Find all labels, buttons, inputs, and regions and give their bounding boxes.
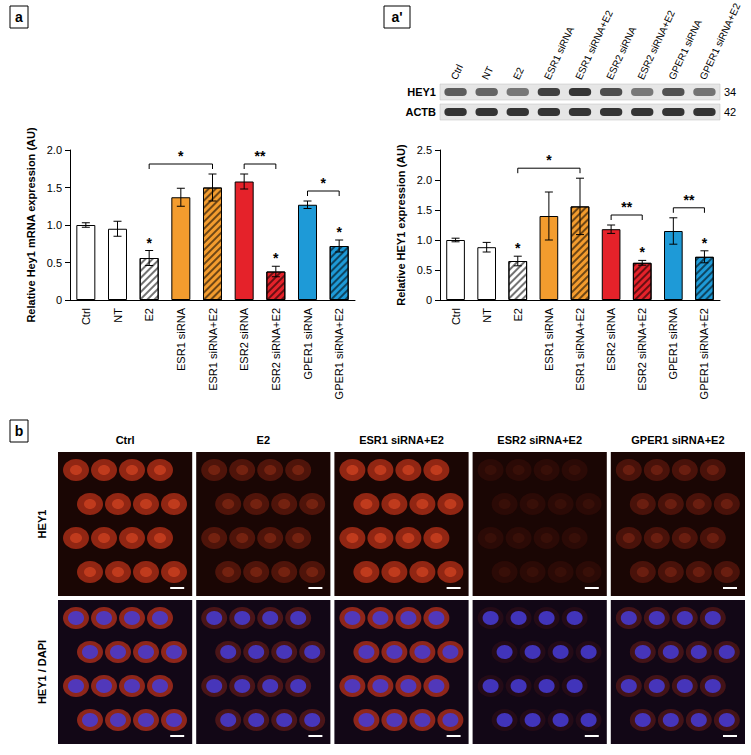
svg-text:0.5: 0.5 xyxy=(47,257,62,269)
svg-text:Ctrl: Ctrl xyxy=(116,434,135,446)
svg-text:GPER1 siRNA: GPER1 siRNA xyxy=(666,18,704,82)
svg-text:E2: E2 xyxy=(257,434,270,446)
svg-text:ESR1 siRNA: ESR1 siRNA xyxy=(542,25,576,82)
svg-text:1.5: 1.5 xyxy=(417,204,432,216)
svg-text:ESR1 siRNA+E2: ESR1 siRNA+E2 xyxy=(207,308,219,391)
svg-text:ESR1 siRNA: ESR1 siRNA xyxy=(175,307,187,371)
svg-text:1.0: 1.0 xyxy=(47,219,62,231)
svg-text:NT: NT xyxy=(481,308,493,323)
svg-text:E2: E2 xyxy=(512,308,524,321)
svg-text:ESR2 siRNA+E2: ESR2 siRNA+E2 xyxy=(270,308,282,391)
svg-text:*: * xyxy=(273,250,279,266)
svg-text:ESR2 siRNA: ESR2 siRNA xyxy=(238,307,250,371)
svg-text:ESR1 siRNA+E2: ESR1 siRNA+E2 xyxy=(574,308,586,391)
svg-text:2.0: 2.0 xyxy=(417,174,432,186)
svg-text:GPER1 siRNA+E2: GPER1 siRNA+E2 xyxy=(333,308,345,399)
svg-text:*: * xyxy=(321,175,327,191)
svg-text:34: 34 xyxy=(724,86,736,98)
svg-text:ESR2 siRNA+E2: ESR2 siRNA+E2 xyxy=(635,8,677,82)
svg-text:NT: NT xyxy=(480,65,496,82)
svg-text:**: ** xyxy=(621,199,632,215)
svg-text:a: a xyxy=(15,9,23,25)
svg-text:GPER1 siRNA: GPER1 siRNA xyxy=(667,307,679,379)
svg-text:ESR1 siRNA+E2: ESR1 siRNA+E2 xyxy=(359,434,444,446)
svg-text:Ctrl: Ctrl xyxy=(450,308,462,325)
svg-text:1.0: 1.0 xyxy=(417,234,432,246)
svg-text:*: * xyxy=(639,244,645,260)
svg-text:*: * xyxy=(702,235,708,251)
svg-text:ESR2 siRNA+E2: ESR2 siRNA+E2 xyxy=(636,308,648,391)
svg-text:0: 0 xyxy=(56,294,62,306)
svg-text:Relative Hey1 mRNA expression: Relative Hey1 mRNA expression (AU) xyxy=(25,127,37,323)
svg-text:ESR2 siRNA: ESR2 siRNA xyxy=(605,307,617,371)
svg-text:*: * xyxy=(178,148,184,164)
svg-text:GPER1 siRNA+E2: GPER1 siRNA+E2 xyxy=(697,1,742,81)
svg-text:0: 0 xyxy=(426,294,432,306)
svg-text:GPER1 siRNA+E2: GPER1 siRNA+E2 xyxy=(631,434,724,446)
svg-text:1.5: 1.5 xyxy=(47,182,62,194)
svg-text:*: * xyxy=(146,235,152,251)
svg-text:*: * xyxy=(336,224,342,240)
svg-text:Ctrl: Ctrl xyxy=(80,308,92,325)
svg-text:Ctrl: Ctrl xyxy=(449,63,466,82)
svg-text:Relative HEY1 expression (AU): Relative HEY1 expression (AU) xyxy=(395,144,407,306)
svg-text:HEY1: HEY1 xyxy=(407,86,436,98)
svg-text:GPER1 siRNA: GPER1 siRNA xyxy=(302,307,314,379)
svg-text:ACTB: ACTB xyxy=(405,106,436,118)
svg-text:E2: E2 xyxy=(143,308,155,321)
svg-text:a': a' xyxy=(391,9,402,25)
svg-text:ESR2 siRNA: ESR2 siRNA xyxy=(604,25,638,82)
svg-text:2.5: 2.5 xyxy=(417,144,432,156)
svg-text:2.0: 2.0 xyxy=(47,144,62,156)
svg-text:HEY1 / DAPI: HEY1 / DAPI xyxy=(36,640,48,704)
svg-text:*: * xyxy=(546,152,552,168)
svg-text:GPER1 siRNA+E2: GPER1 siRNA+E2 xyxy=(698,308,710,399)
svg-text:ESR2 siRNA+E2: ESR2 siRNA+E2 xyxy=(497,434,582,446)
svg-text:42: 42 xyxy=(724,106,736,118)
svg-text:ESR1 siRNA+E2: ESR1 siRNA+E2 xyxy=(573,8,615,82)
svg-text:**: ** xyxy=(683,192,694,208)
svg-text:E2: E2 xyxy=(511,65,526,81)
svg-text:HEY1: HEY1 xyxy=(36,510,48,539)
svg-text:ESR1 siRNA: ESR1 siRNA xyxy=(543,307,555,371)
svg-text:*: * xyxy=(515,240,521,256)
svg-text:b: b xyxy=(15,423,24,439)
svg-text:NT: NT xyxy=(112,308,124,323)
svg-text:0.5: 0.5 xyxy=(417,264,432,276)
svg-text:**: ** xyxy=(255,148,266,164)
